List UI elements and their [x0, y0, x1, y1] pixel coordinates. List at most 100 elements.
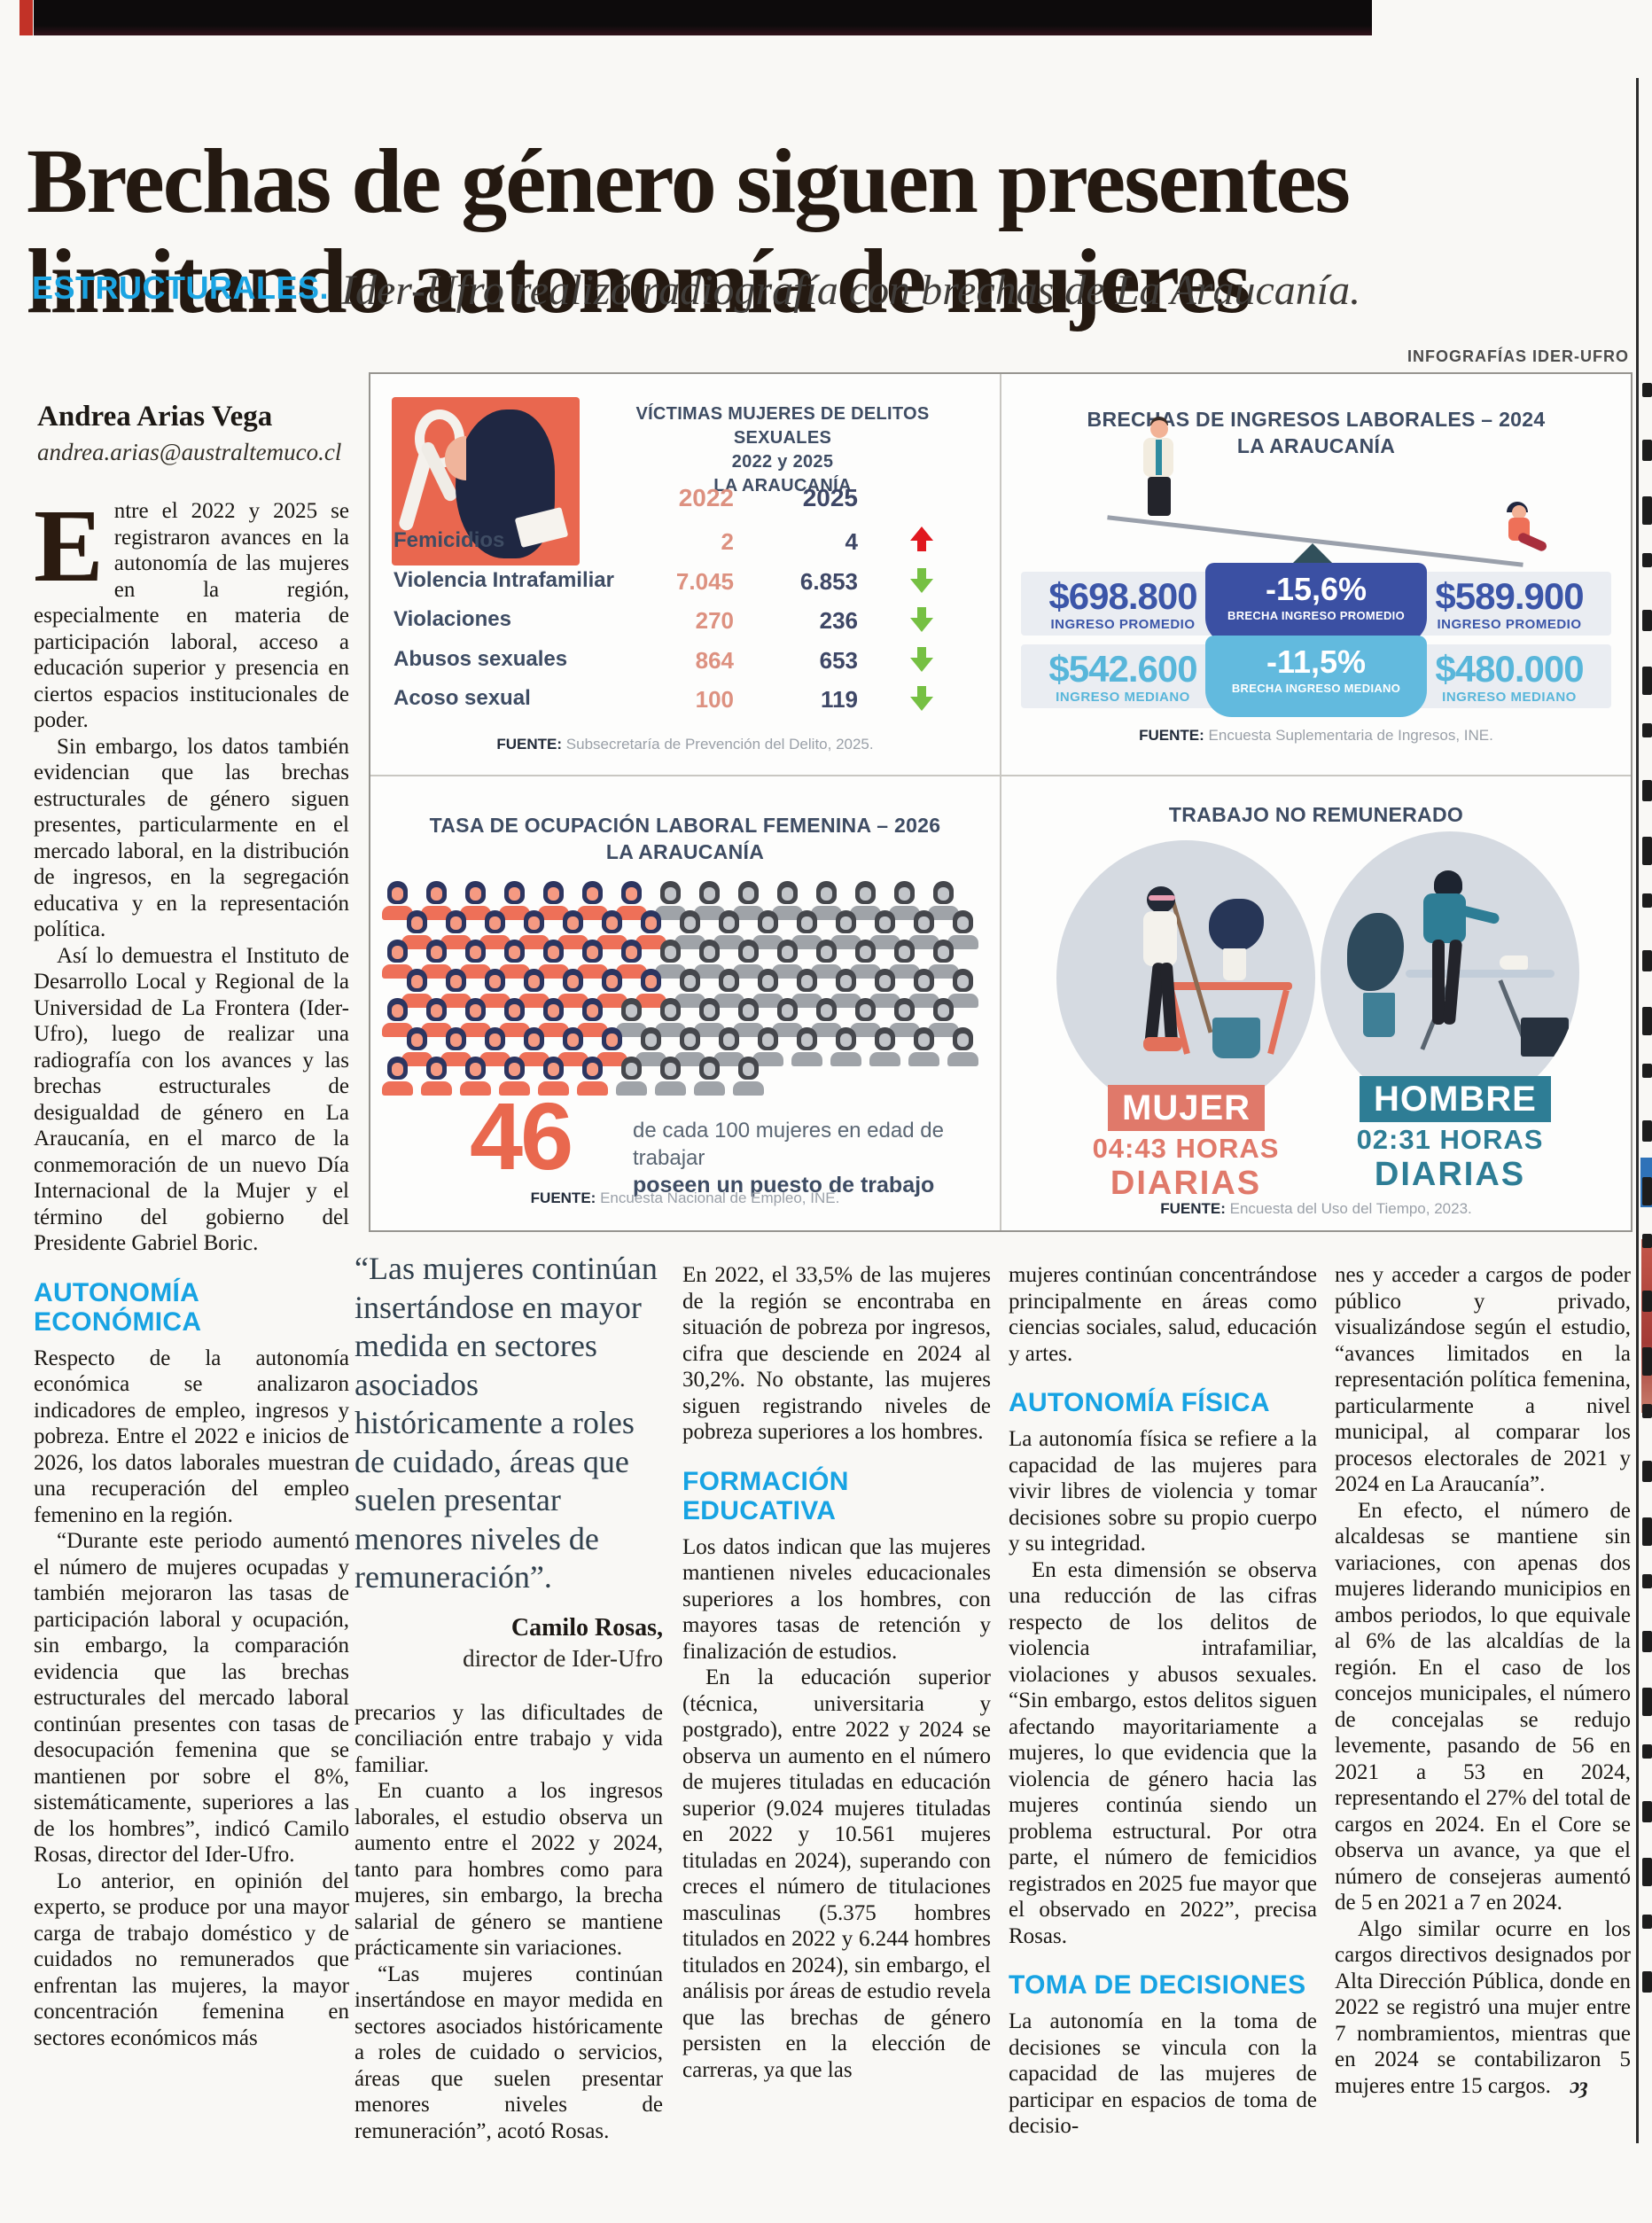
woman-employed-icon	[594, 910, 630, 951]
pictogram-row	[399, 969, 996, 1008]
woman-not-employed-icon	[808, 940, 845, 980]
article-paragraph: En efecto, el número de alcaldesas se ma…	[1335, 1498, 1631, 1915]
woman-not-employed-icon	[867, 969, 903, 1010]
victims-infographic: VÍCTIMAS MUJERES DE DELITOS SEXUALES 202…	[370, 374, 1000, 775]
value-2022: 2	[721, 528, 734, 555]
article-paragraph: En esta dimensión se observa una reducci…	[1009, 1557, 1317, 1948]
trend-arrow-up	[910, 526, 933, 558]
cut-off-text-fragment	[1642, 1688, 1652, 1716]
down-arrow-icon	[910, 566, 933, 593]
arrow-head	[910, 697, 933, 711]
woman-not-employed-icon	[789, 910, 825, 951]
infographic-panel: VÍCTIMAS MUJERES DE DELITOS SEXUALES 202…	[369, 372, 1633, 1232]
value-2025: 119	[821, 686, 858, 713]
woman-not-employed-icon	[808, 881, 845, 922]
occupation-title-line2: LA ARAUCANÍA	[605, 840, 765, 863]
woman-not-employed-icon	[945, 969, 981, 1010]
arrow-stem	[917, 540, 926, 551]
value-2022: 7.045	[675, 567, 734, 595]
source-label: FUENTE:	[1139, 727, 1204, 744]
down-arrow-icon	[910, 605, 933, 632]
woman-employed-icon	[574, 881, 611, 922]
woman-employed-icon	[379, 881, 416, 922]
value-2022: 864	[695, 646, 734, 674]
section-subhead: AUTONOMÍA ECONÓMICA	[34, 1277, 202, 1337]
woman-not-employed-icon	[691, 1057, 728, 1097]
down-arrow-icon	[910, 645, 933, 672]
woman-employed-icon	[555, 969, 591, 1010]
women-pictogram	[379, 881, 996, 1096]
cut-off-text-fragment	[1642, 1915, 1652, 1929]
cut-off-text-fragment	[1642, 837, 1652, 865]
pictogram-row	[379, 940, 996, 979]
value-2025: 653	[819, 646, 858, 674]
woman-not-employed-icon	[711, 1027, 747, 1068]
income-right-value: $480.000	[1435, 648, 1584, 690]
panel-horizontal-divider	[370, 775, 1631, 776]
income-right-label: INGRESO MEDIANO	[1442, 690, 1577, 705]
income-gap-value: -11,5%	[1266, 644, 1367, 680]
article-paragraph: Los datos indican que las mujeres mantie…	[682, 1534, 991, 1664]
cut-off-text-fragment	[1642, 950, 1652, 971]
woman-not-employed-icon	[925, 940, 962, 980]
table-row: Acoso sexual 100 119	[392, 681, 986, 721]
article-end-mark: ɔȝ	[1564, 2073, 1588, 2098]
woman-employed-icon	[477, 969, 513, 1010]
cut-off-text-fragment	[1642, 553, 1652, 567]
article-paragraph: precarios y las dificultades de concilia…	[355, 1700, 663, 1777]
trend-arrow-down	[910, 645, 933, 676]
pictogram-row	[379, 998, 996, 1037]
pictogram-row	[379, 881, 996, 920]
occupation-source: FUENTE: Encuesta Nacional de Empleo, INE…	[370, 1190, 1000, 1207]
infographic-credit: INFOGRAFÍAS IDER-UFRO	[1407, 347, 1629, 365]
woman-not-employed-icon	[691, 998, 728, 1039]
income-right-value: $589.900	[1435, 575, 1584, 617]
woman-employed-icon	[555, 910, 591, 951]
woman-not-employed-icon	[847, 998, 884, 1039]
cut-off-text-fragment	[1642, 383, 1652, 397]
woman-not-employed-icon	[828, 969, 864, 1010]
cut-off-text-fragment	[1642, 1631, 1652, 1652]
income-left-value: $698.800	[1048, 575, 1197, 617]
woman-not-employed-icon	[652, 998, 689, 1039]
value-2025: 236	[819, 607, 858, 634]
cut-off-text-fragment	[1642, 723, 1652, 737]
table-row: Violaciones 270 236	[392, 602, 986, 642]
cut-off-text-fragment	[1642, 1461, 1652, 1482]
income-gap-badge: -15,6% BRECHA INGRESO PROMEDIO	[1205, 563, 1427, 644]
woman-employed-icon	[457, 1057, 494, 1097]
trend-arrow-down	[910, 605, 933, 636]
up-arrow-icon	[910, 526, 933, 553]
cut-off-text-fragment	[1642, 780, 1652, 801]
woman-not-employed-icon	[711, 910, 747, 951]
income-source: FUENTE: Encuesta Suplementaria de Ingres…	[1001, 727, 1631, 745]
woman-not-employed-icon	[867, 1027, 903, 1068]
woman-employed-icon	[535, 940, 572, 980]
cut-off-text-fragment	[1642, 1177, 1652, 1205]
cut-off-text-fragment	[1642, 1404, 1652, 1418]
woman-employed-icon	[574, 998, 611, 1039]
pictogram-row	[379, 1057, 996, 1096]
woman-employed-icon	[457, 998, 494, 1039]
woman-employed-icon	[496, 881, 533, 922]
woman-not-employed-icon	[652, 1057, 689, 1097]
man-figure	[1133, 417, 1186, 518]
woman-employed-icon	[438, 969, 474, 1010]
victims-title: VÍCTIMAS MUJERES DE DELITOS SEXUALES 202…	[592, 402, 973, 498]
woman-not-employed-icon	[828, 1027, 864, 1068]
cut-off-text-fragment	[1642, 1007, 1652, 1035]
cut-off-text-fragment	[1642, 440, 1652, 461]
cut-off-text-fragment	[1642, 1347, 1652, 1376]
income-left-label: INGRESO MEDIANO	[1056, 690, 1190, 705]
cut-off-text-fragment	[1642, 1744, 1652, 1759]
woman-not-employed-icon	[906, 1027, 942, 1068]
headline: Brechas de género siguen presentes limita…	[27, 131, 1391, 332]
woman-employed-icon	[379, 1057, 416, 1097]
woman-not-employed-icon	[672, 1027, 708, 1068]
victims-source: FUENTE: Subsecretaría de Prevención del …	[370, 736, 1000, 753]
arrow-stem	[917, 646, 926, 659]
section-subhead: AUTONOMÍA FÍSICA	[1009, 1388, 1270, 1417]
arrow-stem	[917, 686, 926, 698]
woman-not-employed-icon	[925, 998, 962, 1039]
woman-employed-icon	[399, 910, 435, 951]
